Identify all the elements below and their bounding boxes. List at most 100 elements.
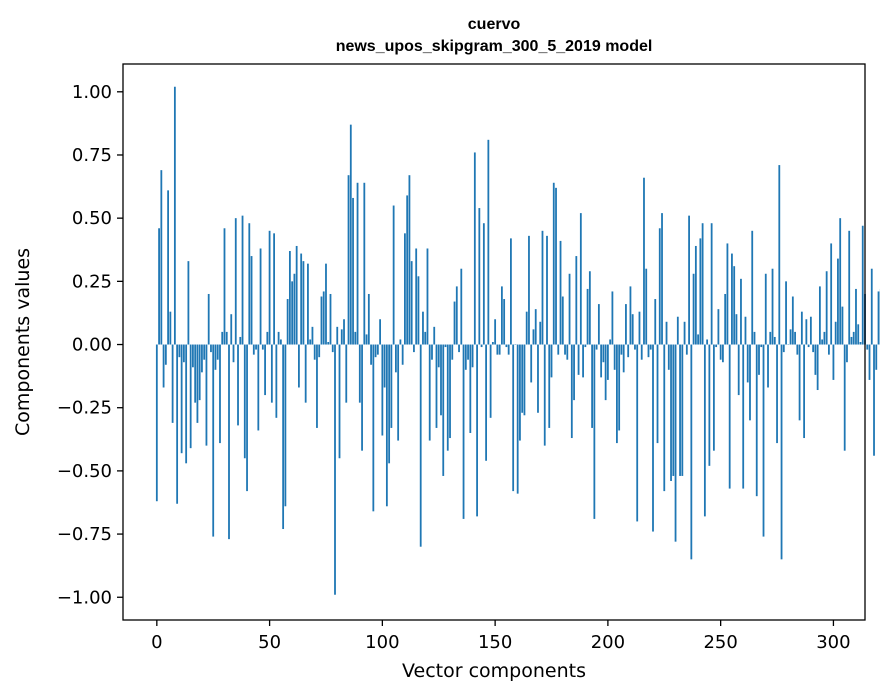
- bar-302: [837, 258, 839, 345]
- bar-134: [458, 344, 460, 353]
- bar-117: [419, 344, 422, 547]
- plot-frame: [122, 63, 866, 621]
- bar-293: [816, 344, 819, 391]
- bar-285: [798, 344, 801, 421]
- y-axis-ticks: 1.00 0.75 0.50 0.25 0.00 −0.25 −0.50 −0.75 −1.00: [57, 82, 123, 608]
- bar-8: [173, 86, 176, 345]
- bar-199: [604, 344, 607, 401]
- bar-18: [196, 344, 199, 423]
- bar-155: [505, 344, 508, 348]
- bar-93: [365, 334, 368, 345]
- bar-307: [848, 230, 851, 345]
- bar-138: [467, 344, 469, 360]
- bar-311: [857, 324, 860, 345]
- bar-213: [636, 344, 639, 522]
- bar-164: [525, 311, 528, 345]
- bar-81: [338, 344, 341, 459]
- bar-241: [699, 238, 702, 345]
- bar-131: [451, 344, 454, 360]
- bar-94: [367, 293, 370, 345]
- bar-251: [722, 344, 724, 363]
- bar-99: [379, 319, 381, 345]
- bar-153: [500, 286, 503, 345]
- y-axis-label: Components values: [12, 248, 34, 436]
- bar-169: [537, 344, 539, 413]
- bar-23: [207, 293, 210, 345]
- bars-group: [155, 86, 880, 595]
- x-tick-label: 200: [591, 632, 625, 653]
- bar-260: [742, 344, 745, 489]
- bar-12: [182, 344, 185, 363]
- bar-78: [331, 344, 334, 353]
- bar-71: [316, 344, 318, 428]
- bar-80: [336, 326, 339, 345]
- bar-223: [658, 228, 661, 345]
- bar-262: [746, 344, 749, 383]
- bar-239: [694, 245, 697, 345]
- bar-104: [390, 344, 393, 428]
- bar-105: [392, 205, 395, 345]
- bar-82: [340, 329, 343, 345]
- y-tick-label: 0.25: [72, 271, 112, 292]
- bar-226: [665, 321, 668, 345]
- bar-253: [726, 243, 729, 345]
- bar-197: [600, 344, 603, 378]
- bar-184: [570, 344, 573, 439]
- bar-203: [613, 344, 616, 370]
- bar-132: [453, 301, 456, 345]
- bar-250: [719, 344, 722, 360]
- bar-233: [681, 344, 684, 476]
- bar-154: [503, 299, 506, 345]
- bar-152: [498, 344, 501, 355]
- bar-188: [579, 213, 582, 345]
- bar-246: [710, 223, 713, 345]
- bar-103: [388, 344, 391, 464]
- bar-205: [618, 344, 621, 431]
- bar-295: [821, 339, 824, 345]
- bar-179: [559, 240, 562, 345]
- bar-50: [268, 230, 271, 345]
- bar-95: [370, 344, 372, 365]
- bar-315: [866, 344, 869, 350]
- bar-274: [773, 336, 776, 345]
- bar-256: [733, 266, 736, 345]
- bar-31: [225, 331, 228, 345]
- bar-22: [205, 344, 208, 446]
- bar-46: [259, 248, 262, 345]
- bar-27: [216, 344, 219, 360]
- bar-288: [805, 319, 808, 345]
- bar-266: [755, 344, 758, 497]
- bar-194: [593, 344, 596, 519]
- bar-28: [219, 344, 221, 444]
- bar-147: [487, 139, 490, 345]
- bar-170: [539, 321, 542, 345]
- bar-269: [762, 344, 765, 537]
- bar-149: [491, 342, 494, 345]
- bar-263: [749, 344, 751, 421]
- bar-167: [532, 329, 535, 345]
- bar-69: [311, 326, 314, 345]
- bar-182: [566, 344, 569, 360]
- bar-215: [640, 344, 643, 360]
- bar-109: [401, 344, 404, 365]
- bar-42: [250, 256, 253, 345]
- bar-303: [839, 218, 842, 345]
- bar-135: [460, 268, 463, 345]
- bar-200: [606, 344, 609, 380]
- bar-83: [343, 319, 345, 345]
- bar-211: [631, 314, 634, 345]
- bar-212: [634, 344, 636, 350]
- bar-101: [383, 344, 386, 388]
- bar-232: [679, 344, 681, 476]
- bar-206: [620, 344, 623, 355]
- bar-84: [345, 344, 348, 403]
- y-tick-label: −0.50: [57, 461, 112, 482]
- bar-166: [530, 344, 533, 383]
- bar-86: [349, 124, 352, 345]
- bar-316: [868, 344, 871, 380]
- bar-150: [494, 319, 497, 345]
- bar-87: [352, 197, 354, 345]
- bar-9: [176, 344, 179, 504]
- bar-202: [611, 291, 614, 345]
- x-tick-label: 150: [478, 632, 512, 653]
